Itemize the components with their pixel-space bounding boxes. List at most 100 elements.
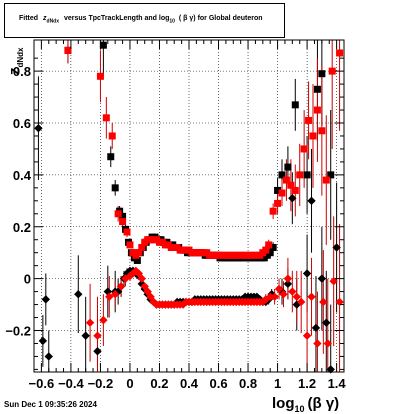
y-tick-label: 0 xyxy=(24,272,31,287)
square-marker xyxy=(262,246,270,254)
square-marker xyxy=(322,176,330,184)
diamond-marker xyxy=(93,347,102,356)
square-marker xyxy=(269,244,277,251)
y-tick-label: −0.2 xyxy=(5,324,31,339)
square-marker xyxy=(138,244,146,251)
diamond-marker xyxy=(307,196,316,206)
x-tick-label: 1.2 xyxy=(298,376,316,391)
diamond-marker xyxy=(302,331,312,340)
square-marker xyxy=(274,186,282,194)
diamond-marker xyxy=(288,194,297,203)
x-tick-label: 0.4 xyxy=(180,376,199,391)
diamond-marker xyxy=(322,318,331,327)
diamond-marker xyxy=(110,289,120,299)
diamond-marker xyxy=(74,289,83,299)
y-tick-label: 0.8 xyxy=(13,64,31,79)
square-marker xyxy=(119,212,127,220)
square-marker xyxy=(114,210,122,218)
square-marker xyxy=(318,127,326,135)
square-marker xyxy=(274,199,282,207)
chart-title-box: Fitted zdNdx versus TpcTrackLength and l… xyxy=(4,3,285,38)
diamond-marker xyxy=(38,336,48,346)
diamond-marker xyxy=(44,352,53,361)
square-marker xyxy=(300,145,308,153)
diamond-marker xyxy=(296,297,306,307)
square-marker xyxy=(284,163,292,171)
x-tick-label: 1 xyxy=(274,376,281,391)
x-tick-label: 0.2 xyxy=(150,376,168,391)
square-marker xyxy=(126,241,134,249)
diamond-marker xyxy=(274,284,284,294)
x-axis-title: log10 (β γ) xyxy=(272,395,339,414)
square-marker xyxy=(305,116,313,124)
x-tick-label: −0.2 xyxy=(88,376,114,391)
diamond-marker xyxy=(137,279,146,289)
diamond-marker xyxy=(319,297,328,307)
square-marker xyxy=(102,114,110,122)
diamond-marker xyxy=(311,323,321,333)
square-marker xyxy=(291,186,299,194)
square-marker xyxy=(309,132,317,140)
square-marker xyxy=(303,171,311,179)
diamond-marker xyxy=(99,315,108,325)
x-tick-label: −0.4 xyxy=(58,376,84,391)
diamond-marker xyxy=(34,123,43,133)
y-tick-label: 0.4 xyxy=(13,168,32,183)
diamond-marker xyxy=(270,292,279,301)
square-marker xyxy=(296,171,304,179)
square-marker xyxy=(266,249,274,257)
grid-lines xyxy=(34,40,344,372)
chart-title: Fitted zdNdx versus TpcTrackLength and l… xyxy=(19,15,263,25)
square-marker xyxy=(287,181,295,189)
square-marker xyxy=(291,101,299,109)
x-tick-label: 1.4 xyxy=(328,376,347,391)
square-marker xyxy=(269,207,277,215)
data-markers xyxy=(34,41,344,374)
square-marker xyxy=(336,49,344,57)
y-tick-label: 0.2 xyxy=(13,220,31,235)
square-marker xyxy=(135,249,143,257)
y-tick-label: 0.6 xyxy=(13,116,31,131)
timestamp: Sun Dec 1 09:35:26 2024 xyxy=(4,400,97,409)
diamond-marker xyxy=(317,274,327,283)
diamond-marker xyxy=(323,339,332,348)
square-marker xyxy=(108,132,116,140)
square-marker xyxy=(111,184,119,192)
diamond-marker xyxy=(146,292,155,301)
diamond-marker xyxy=(116,282,126,291)
diamond-marker xyxy=(93,331,102,340)
square-marker xyxy=(96,72,104,80)
square-marker xyxy=(119,218,127,226)
diamond-marker xyxy=(292,292,301,301)
square-marker xyxy=(64,46,72,54)
tick-labels: −0.6 −0.4 −0.2 0 0.2 0.4 0.6 0.8 1 1.2 1.4 −0.2 0 0.2… xyxy=(5,64,346,391)
diamond-marker xyxy=(105,292,114,301)
diamond-marker xyxy=(332,243,341,252)
diamond-marker xyxy=(131,266,141,276)
x-tick-label: 0.6 xyxy=(209,376,227,391)
x-tick-label: −0.6 xyxy=(29,376,55,391)
diamond-marker xyxy=(41,295,51,304)
square-marker xyxy=(313,106,321,114)
diamond-marker xyxy=(313,339,322,348)
diamond-marker xyxy=(307,292,316,301)
square-marker xyxy=(107,153,115,161)
x-tick-label: 0 xyxy=(126,376,133,391)
square-marker xyxy=(278,171,286,179)
square-marker xyxy=(327,171,335,179)
diamond-marker xyxy=(265,292,275,301)
square-marker xyxy=(318,70,326,78)
axis-ticks xyxy=(34,40,344,372)
square-marker xyxy=(328,67,336,75)
diamond-marker xyxy=(283,279,293,289)
square-marker xyxy=(265,241,273,249)
square-marker xyxy=(278,189,286,197)
square-marker xyxy=(282,176,290,184)
diamond-marker xyxy=(137,274,146,283)
diamond-marker xyxy=(85,318,95,327)
x-tick-label: 0.8 xyxy=(239,376,257,391)
square-marker xyxy=(99,41,107,49)
diamond-marker xyxy=(288,287,297,296)
square-marker xyxy=(313,85,321,93)
